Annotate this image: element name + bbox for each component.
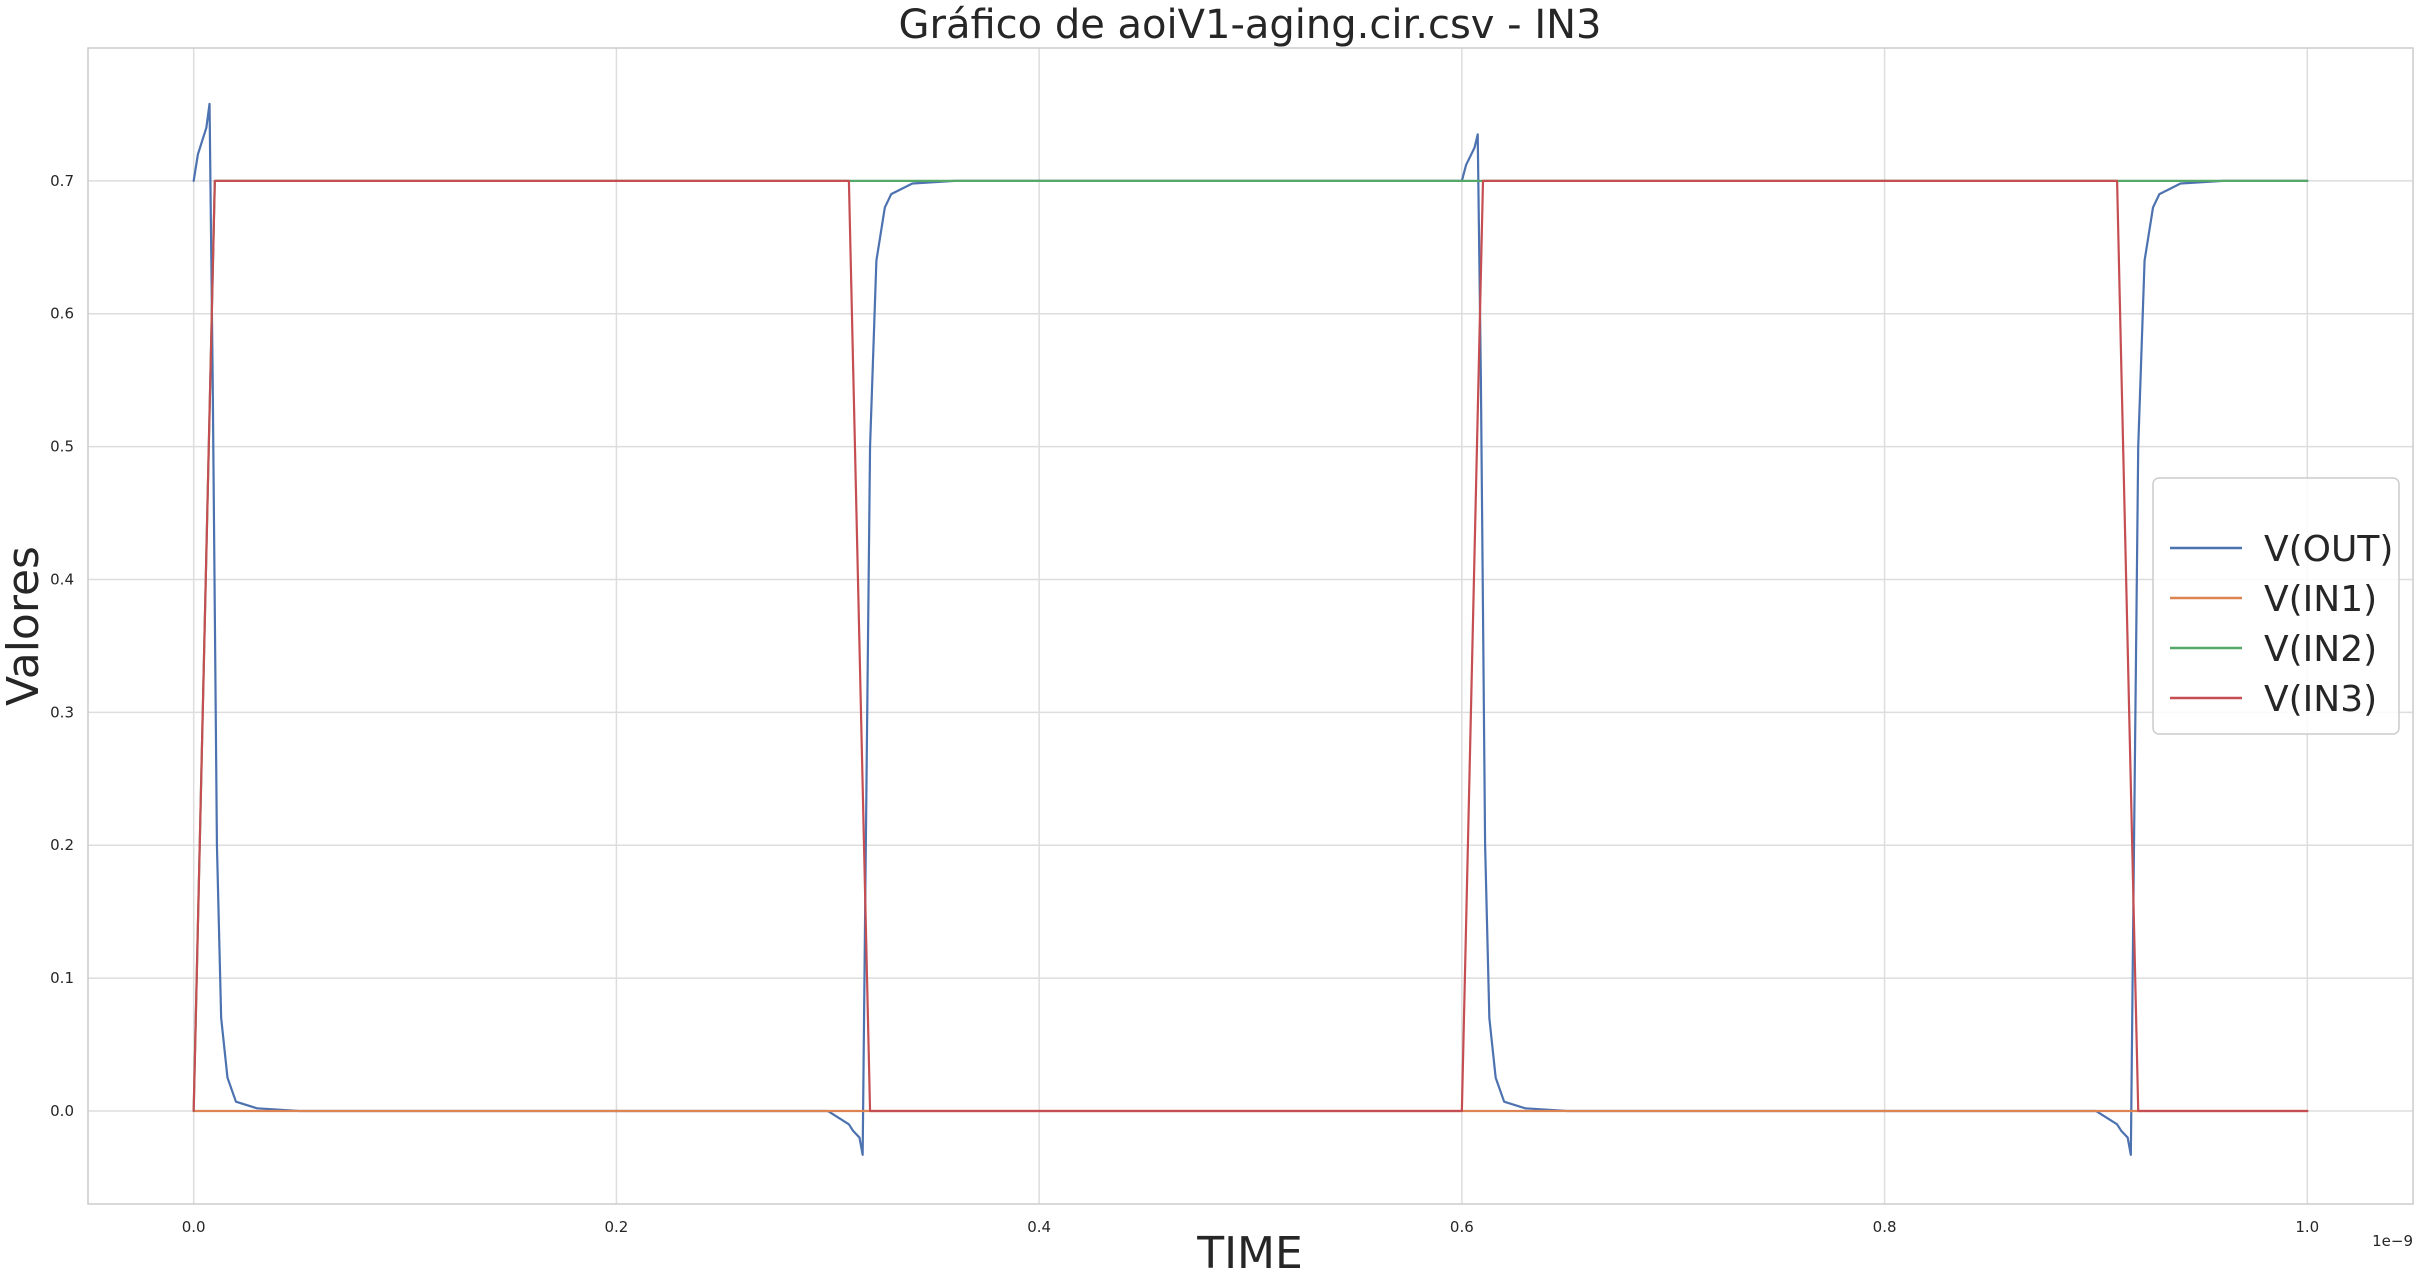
series-line-v-in3 [192, 179, 2309, 1113]
legend-label: V(OUT) [2264, 529, 2393, 570]
y-tick-label: 0.6 [50, 305, 74, 323]
legend-label: V(IN3) [2264, 679, 2377, 720]
legend-label: V(IN2) [2264, 629, 2377, 670]
x-axis-offset-label: 1e−9 [2372, 1232, 2413, 1250]
x-tick-label: 1.0 [2295, 1218, 2319, 1236]
y-tick-label: 0.7 [50, 172, 74, 190]
legend: V(OUT) V(IN1) V(IN2) V(IN3) [2152, 477, 2400, 735]
x-tick-label: 0.4 [1027, 1218, 1051, 1236]
x-tick-label: 0.6 [1450, 1218, 1474, 1236]
x-tick-label: 0.8 [1873, 1218, 1897, 1236]
y-tick-label: 0.5 [50, 438, 74, 456]
y-tick-label: 0.2 [50, 836, 74, 854]
series-lines [192, 102, 2309, 1156]
legend-entries: V(OUT) V(IN1) V(IN2) V(IN3) [2170, 529, 2393, 720]
y-tick-label: 0.0 [50, 1102, 74, 1120]
legend-box [2152, 477, 2400, 735]
y-axis-label: Valores [0, 546, 49, 706]
y-tick-label: 0.4 [50, 570, 74, 588]
y-tick-label: 0.1 [50, 969, 74, 987]
y-tick-label: 0.3 [50, 703, 74, 721]
legend-label: V(IN1) [2264, 579, 2377, 620]
plot-frame [87, 47, 2414, 1205]
x-tick-label: 0.0 [182, 1218, 206, 1236]
tick-labels: 0.0 0.2 0.4 0.6 0.8 1.0 0.0 0.1 0.2 0.3 0.4 0.5 0.6 0… [50, 172, 2319, 1236]
x-tick-label: 0.2 [604, 1218, 628, 1236]
x-axis-label: TIME [1196, 1228, 1303, 1279]
chart-title: Gráfico de aoiV1-aging.cir.csv - IN3 [899, 2, 1602, 48]
